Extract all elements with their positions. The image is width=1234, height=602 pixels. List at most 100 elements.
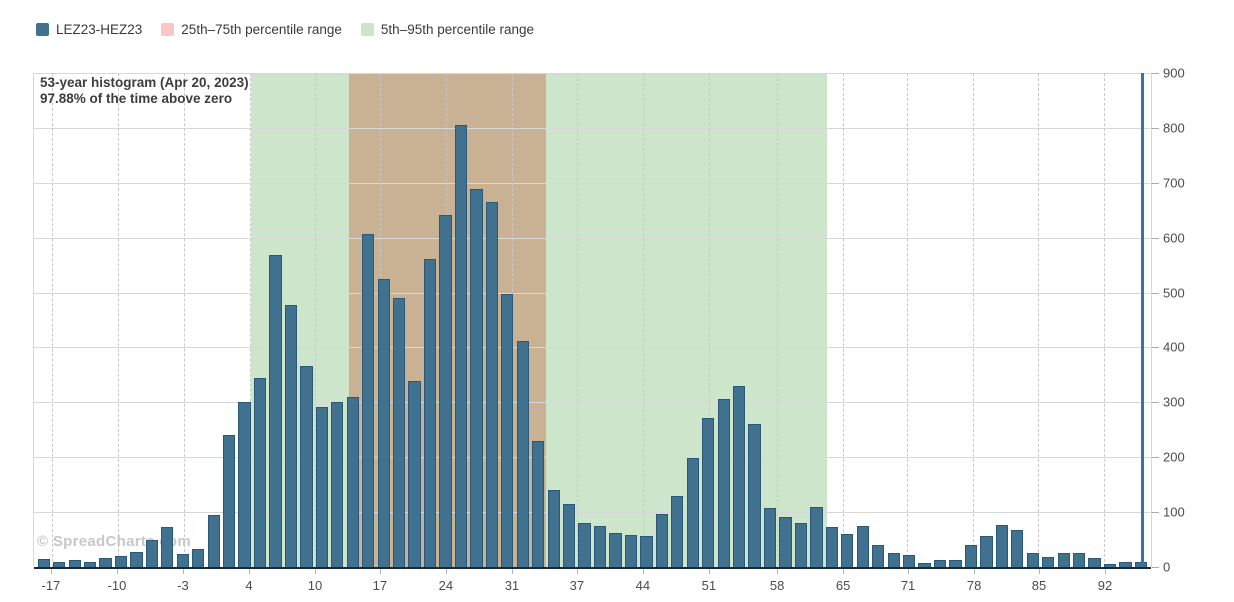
v-gridline-92 xyxy=(1104,73,1106,567)
histogram-bar[interactable] xyxy=(501,294,514,567)
histogram-bar[interactable] xyxy=(53,562,66,567)
y-axis-label: 700 xyxy=(1163,175,1185,191)
histogram-bar[interactable] xyxy=(114,556,128,567)
histogram-bar[interactable] xyxy=(470,188,483,567)
x-axis-label: -17 xyxy=(41,578,61,593)
y-tick xyxy=(1152,182,1159,184)
histogram-bar[interactable] xyxy=(779,517,792,567)
histogram-bar[interactable] xyxy=(223,435,236,567)
legend: LEZ23-HEZ23 25th–75th percentile range 5… xyxy=(36,20,534,38)
v-gridline-78 xyxy=(973,73,975,567)
histogram-bar[interactable] xyxy=(578,523,591,567)
x-tick xyxy=(642,569,644,574)
histogram-bar[interactable] xyxy=(702,418,715,567)
histogram-bar[interactable] xyxy=(393,298,406,567)
x-axis-label: 65 xyxy=(835,578,851,593)
histogram-bar[interactable] xyxy=(315,407,329,567)
h-gridline-400 xyxy=(34,347,1151,349)
v-gridline-37 xyxy=(576,73,578,567)
histogram-bar[interactable] xyxy=(1119,562,1132,567)
histogram-bar[interactable] xyxy=(377,278,390,567)
histogram-bar[interactable] xyxy=(655,513,668,567)
histogram-bar[interactable] xyxy=(810,506,823,567)
histogram-bar[interactable] xyxy=(624,535,638,567)
histogram-bar[interactable] xyxy=(485,202,498,567)
h-gridline-300 xyxy=(34,402,1151,404)
histogram-bar[interactable] xyxy=(362,233,375,567)
histogram-bars xyxy=(34,73,1151,567)
histogram-bar[interactable] xyxy=(717,399,730,567)
h-gridline-600 xyxy=(34,237,1151,239)
histogram-bar[interactable] xyxy=(331,402,344,567)
histogram-bar[interactable] xyxy=(161,526,174,567)
histogram-bar[interactable] xyxy=(1103,564,1117,567)
histogram-bar[interactable] xyxy=(238,401,251,567)
legend-item-p5-95[interactable]: 5th–95th percentile range xyxy=(360,22,534,37)
x-tick xyxy=(1105,569,1106,574)
histogram-bar[interactable] xyxy=(732,386,746,567)
histogram-bar[interactable] xyxy=(872,544,885,567)
legend-item-p25-75[interactable]: 25th–75th percentile range xyxy=(161,22,342,37)
histogram-bar[interactable] xyxy=(532,441,545,567)
histogram-bar[interactable] xyxy=(902,555,916,567)
histogram-bar[interactable] xyxy=(1134,561,1148,567)
histogram-bar[interactable] xyxy=(609,532,622,567)
histogram-bar[interactable] xyxy=(1057,552,1070,567)
histogram-bar[interactable] xyxy=(346,396,359,567)
histogram-bar[interactable] xyxy=(516,340,529,567)
histogram-bar[interactable] xyxy=(794,523,808,567)
histogram-bar[interactable] xyxy=(207,515,220,567)
histogram-bar[interactable] xyxy=(454,125,468,567)
legend-item-series[interactable]: LEZ23-HEZ23 xyxy=(36,22,142,37)
x-tick xyxy=(576,569,578,574)
x-axis-label: 10 xyxy=(307,578,323,593)
histogram-bar[interactable] xyxy=(145,540,159,567)
histogram-bar[interactable] xyxy=(300,366,313,567)
histogram-bar[interactable] xyxy=(964,545,978,567)
histogram-bar[interactable] xyxy=(68,559,81,567)
histogram-bar[interactable] xyxy=(1011,530,1024,567)
histogram-bar[interactable] xyxy=(1072,552,1086,567)
x-axis-label: 31 xyxy=(504,578,520,593)
histogram-bar[interactable] xyxy=(37,558,50,567)
histogram-bar[interactable] xyxy=(176,554,189,567)
histogram-bar[interactable] xyxy=(933,560,947,567)
histogram-bar[interactable] xyxy=(439,215,452,567)
histogram-bar[interactable] xyxy=(887,552,900,567)
histogram-bar[interactable] xyxy=(253,377,267,567)
histogram-bar[interactable] xyxy=(408,380,421,567)
histogram-bar[interactable] xyxy=(825,526,838,567)
x-tick xyxy=(116,569,118,574)
histogram-bar[interactable] xyxy=(640,536,653,567)
histogram-bar[interactable] xyxy=(83,561,97,567)
histogram-bar[interactable] xyxy=(547,489,560,567)
h-gridline-100 xyxy=(34,512,1151,514)
histogram-bar[interactable] xyxy=(918,563,931,567)
histogram-bar[interactable] xyxy=(686,458,699,567)
histogram-bar[interactable] xyxy=(1042,556,1055,567)
histogram-bar[interactable] xyxy=(563,503,576,567)
histogram-bar[interactable] xyxy=(130,552,143,567)
histogram-bar[interactable] xyxy=(1026,552,1039,567)
histogram-bar[interactable] xyxy=(763,507,777,567)
histogram-bar[interactable] xyxy=(192,549,205,567)
x-axis-label: 58 xyxy=(769,578,785,593)
histogram-bar[interactable] xyxy=(748,423,761,567)
histogram-bar[interactable] xyxy=(980,536,993,567)
y-axis-label: 100 xyxy=(1163,504,1185,520)
histogram-bar[interactable] xyxy=(99,558,112,567)
histogram-bar[interactable] xyxy=(995,524,1008,567)
histogram-bar[interactable] xyxy=(1088,557,1101,567)
histogram-bar[interactable] xyxy=(284,305,298,567)
histogram-bar[interactable] xyxy=(949,560,962,567)
series-swatch-icon xyxy=(36,22,49,36)
histogram-bar[interactable] xyxy=(841,534,854,567)
histogram-bar[interactable] xyxy=(593,525,607,567)
v-gridline-71 xyxy=(907,73,909,567)
histogram-bar[interactable] xyxy=(269,255,282,567)
h-gridline-500 xyxy=(34,292,1151,294)
histogram-bar[interactable] xyxy=(856,525,869,567)
histogram-bar[interactable] xyxy=(423,258,437,567)
y-tick xyxy=(1152,567,1159,568)
histogram-bar[interactable] xyxy=(671,496,684,567)
